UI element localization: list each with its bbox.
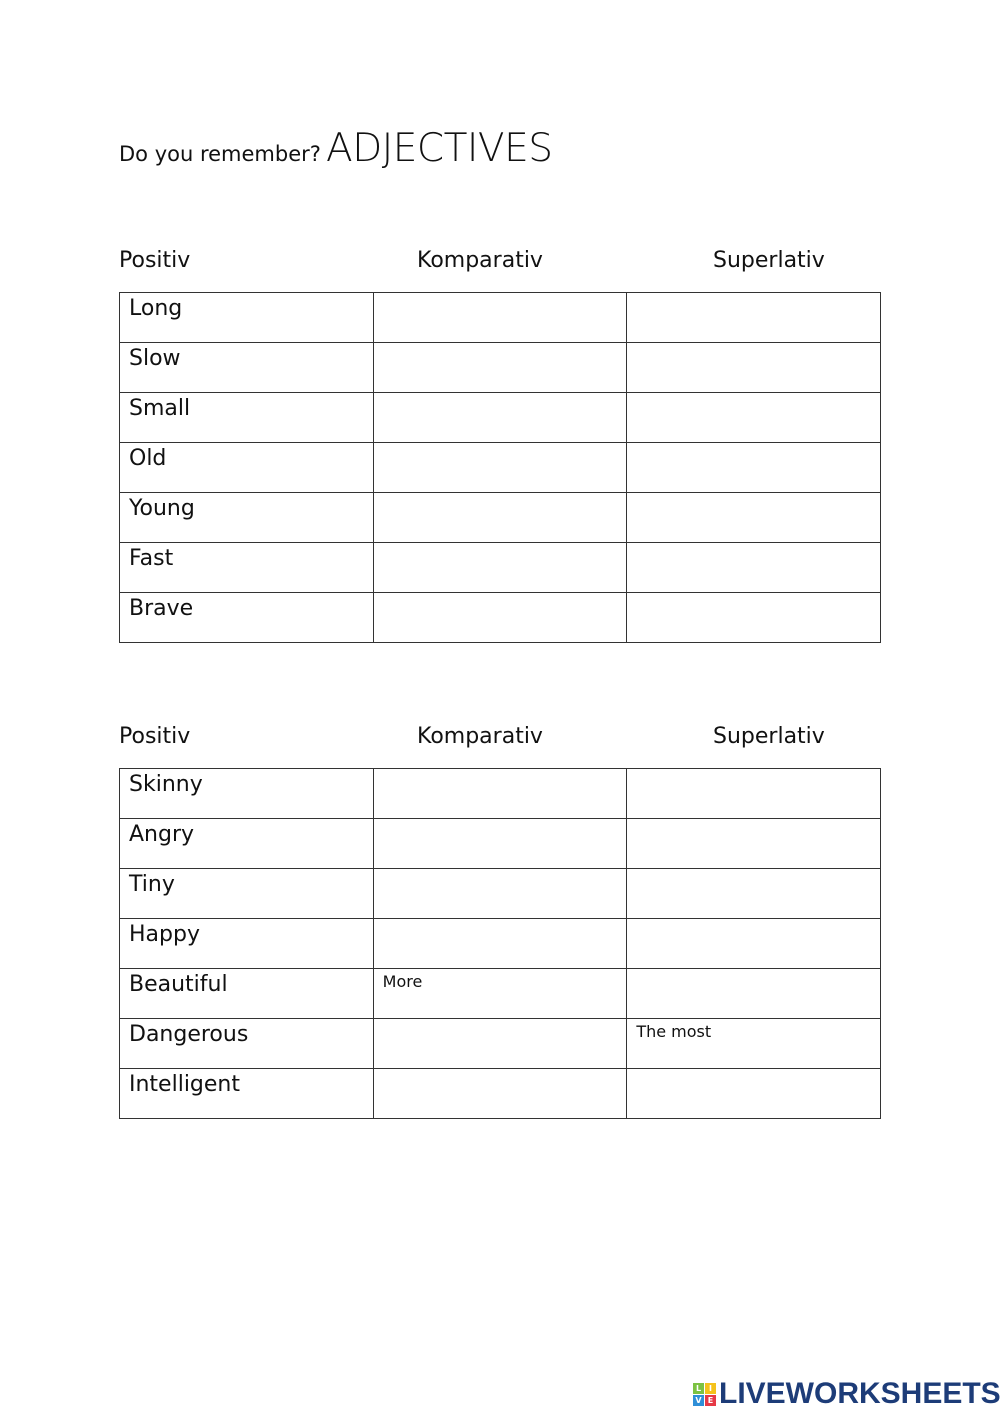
column-header-komparativ: Komparativ bbox=[417, 724, 543, 749]
komparativ-cell[interactable] bbox=[372, 342, 628, 393]
title-main: ADJECTIVES bbox=[326, 126, 553, 171]
komparativ-cell[interactable] bbox=[372, 292, 628, 343]
table-row: Dangerous The most bbox=[119, 1018, 881, 1069]
table-row: Slow bbox=[119, 342, 881, 393]
adjective-text: Small bbox=[129, 396, 191, 421]
komparativ-cell[interactable] bbox=[372, 818, 628, 869]
adjective-text: Dangerous bbox=[129, 1022, 249, 1047]
column-header-positiv: Positiv bbox=[119, 248, 191, 273]
table-row: Fast bbox=[119, 542, 881, 593]
adjective-text: Old bbox=[129, 446, 167, 471]
adjective-text: Skinny bbox=[129, 772, 203, 797]
superlativ-cell[interactable] bbox=[626, 592, 881, 643]
table-row: Old bbox=[119, 442, 881, 493]
superlativ-cell[interactable] bbox=[626, 442, 881, 493]
komparativ-cell[interactable] bbox=[372, 1018, 628, 1069]
title-prefix: Do you remember? bbox=[119, 142, 321, 166]
komparativ-cell[interactable]: More bbox=[372, 968, 628, 1019]
table-row: Angry bbox=[119, 818, 881, 869]
column-header-superlativ: Superlativ bbox=[713, 724, 825, 749]
adjective-text: Tiny bbox=[129, 872, 175, 897]
table-row: Intelligent bbox=[119, 1068, 881, 1119]
superlativ-cell[interactable] bbox=[626, 542, 881, 593]
superlativ-cell[interactable] bbox=[626, 868, 881, 919]
superlativ-cell[interactable] bbox=[626, 918, 881, 969]
komparativ-cell[interactable] bbox=[372, 592, 628, 643]
komparativ-cell[interactable] bbox=[372, 868, 628, 919]
adjective-text: Slow bbox=[129, 346, 181, 371]
table-row: Brave bbox=[119, 592, 881, 643]
table-row: Young bbox=[119, 492, 881, 543]
positiv-cell: Dangerous bbox=[119, 1018, 374, 1069]
adjective-text: Fast bbox=[129, 546, 174, 571]
table-row: Happy bbox=[119, 918, 881, 969]
positiv-cell: Small bbox=[119, 392, 374, 443]
hint-text: More bbox=[382, 972, 423, 991]
adjectives-table-1: Long Slow Small Old Young Fast Brave bbox=[119, 292, 881, 643]
positiv-cell: Angry bbox=[119, 818, 374, 869]
superlativ-cell[interactable] bbox=[626, 818, 881, 869]
adjective-text: Young bbox=[129, 496, 195, 521]
positiv-cell: Brave bbox=[119, 592, 374, 643]
table-row: Tiny bbox=[119, 868, 881, 919]
superlativ-cell[interactable] bbox=[626, 292, 881, 343]
superlativ-cell[interactable] bbox=[626, 342, 881, 393]
logo-letter-square: V bbox=[693, 1394, 704, 1406]
positiv-cell: Happy bbox=[119, 918, 374, 969]
table-row: Long bbox=[119, 292, 881, 343]
adjective-text: Angry bbox=[129, 822, 195, 847]
adjective-text: Intelligent bbox=[129, 1072, 240, 1097]
komparativ-cell[interactable] bbox=[372, 392, 628, 443]
positiv-cell: Long bbox=[119, 292, 374, 343]
superlativ-cell[interactable] bbox=[626, 768, 881, 819]
column-header-komparativ: Komparativ bbox=[417, 248, 543, 273]
adjective-text: Brave bbox=[129, 596, 194, 621]
positiv-cell: Young bbox=[119, 492, 374, 543]
logo-letter-square: E bbox=[705, 1394, 716, 1406]
komparativ-cell[interactable] bbox=[372, 492, 628, 543]
column-header-positiv: Positiv bbox=[119, 724, 191, 749]
komparativ-cell[interactable] bbox=[372, 442, 628, 493]
superlativ-cell[interactable] bbox=[626, 492, 881, 543]
positiv-cell: Skinny bbox=[119, 768, 374, 819]
table-row: Beautiful More bbox=[119, 968, 881, 1019]
superlativ-cell[interactable] bbox=[626, 392, 881, 443]
positiv-cell: Intelligent bbox=[119, 1068, 374, 1119]
worksheet-title: Do you remember? ADJECTIVES bbox=[119, 126, 553, 171]
column-header-superlativ: Superlativ bbox=[713, 248, 825, 273]
table-row: Skinny bbox=[119, 768, 881, 819]
table-row: Small bbox=[119, 392, 881, 443]
positiv-cell: Tiny bbox=[119, 868, 374, 919]
adjective-text: Happy bbox=[129, 922, 200, 947]
positiv-cell: Fast bbox=[119, 542, 374, 593]
adjective-text: Beautiful bbox=[129, 972, 228, 997]
positiv-cell: Old bbox=[119, 442, 374, 493]
adjectives-table-2: Skinny Angry Tiny Happy Beautiful More Dangero… bbox=[119, 768, 881, 1119]
positiv-cell: Beautiful bbox=[119, 968, 374, 1019]
logo-letter-square: I bbox=[705, 1382, 716, 1394]
adjective-text: Long bbox=[129, 296, 183, 321]
hint-text: The most bbox=[636, 1022, 712, 1041]
superlativ-cell[interactable]: The most bbox=[626, 1018, 881, 1069]
logo-letter-square: L bbox=[693, 1382, 704, 1394]
komparativ-cell[interactable] bbox=[372, 918, 628, 969]
komparativ-cell[interactable] bbox=[372, 768, 628, 819]
komparativ-cell[interactable] bbox=[372, 1068, 628, 1119]
positiv-cell: Slow bbox=[119, 342, 374, 393]
logo-text: LIVEWORKSHEETS bbox=[719, 1377, 1000, 1410]
superlativ-cell[interactable] bbox=[626, 1068, 881, 1119]
komparativ-cell[interactable] bbox=[372, 542, 628, 593]
superlativ-cell[interactable] bbox=[626, 968, 881, 1019]
